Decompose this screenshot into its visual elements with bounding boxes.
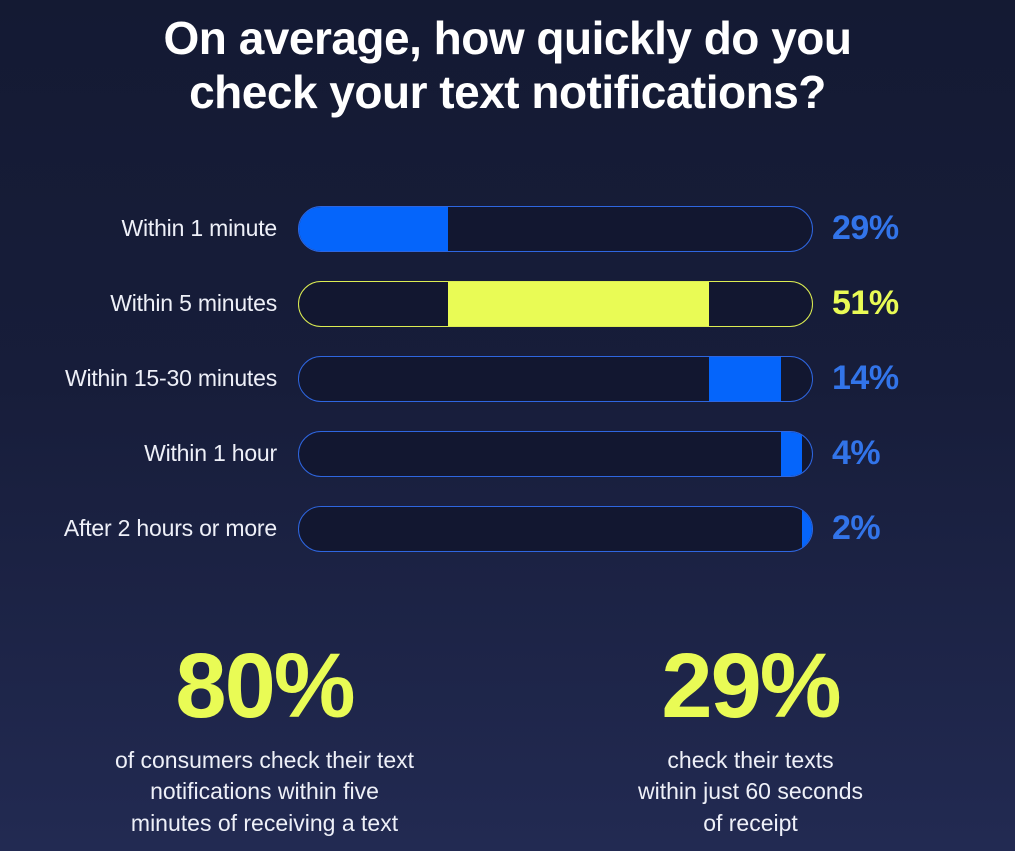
category-label: After 2 hours or more: [63, 515, 277, 542]
category-label: Within 5 minutes: [110, 290, 277, 317]
stat-caption: of consumers check their text notificati…: [114, 747, 415, 836]
bar-fill: [299, 206, 448, 251]
stat-caption: check their texts within just 60 seconds…: [637, 747, 863, 836]
bar-fill: [709, 356, 782, 401]
stat-value: 29%: [661, 635, 841, 737]
bar-track: [298, 355, 813, 402]
value-label: 2%: [832, 509, 881, 548]
bar-track: [298, 205, 813, 252]
chart-row: Within 1 minute 29%: [0, 205, 1015, 252]
stat-sixty-seconds: 29% check their texts within just 60 sec…: [508, 635, 994, 839]
bar-track: [298, 280, 813, 327]
value-label: 4%: [832, 434, 881, 473]
stat-value: 80%: [175, 635, 355, 737]
bar-fill: [781, 431, 802, 476]
category-label: Within 1 minute: [121, 215, 277, 242]
bar-track: [298, 505, 813, 552]
chart-row: Within 1 hour 4%: [0, 430, 1015, 477]
value-label: 29%: [832, 209, 899, 248]
notification-speed-chart: Within 1 minute 29% Within 5 minutes 51%…: [0, 205, 1015, 552]
page-title: On average, how quickly do you check you…: [163, 12, 852, 118]
stat-callouts: 80% of consumers check their text notifi…: [0, 635, 1015, 839]
chart-row: After 2 hours or more 2%: [0, 505, 1015, 552]
bar-fill: [801, 506, 812, 551]
category-label: Within 15-30 minutes: [64, 365, 277, 392]
value-label: 51%: [832, 284, 899, 323]
bar-track: [298, 430, 813, 477]
bar-fill: [447, 281, 710, 326]
category-label: Within 1 hour: [144, 440, 277, 467]
chart-row: Within 5 minutes 51%: [0, 280, 1015, 327]
value-label: 14%: [832, 359, 899, 398]
chart-row: Within 15-30 minutes 14%: [0, 355, 1015, 402]
stat-five-minutes: 80% of consumers check their text notifi…: [22, 635, 508, 839]
